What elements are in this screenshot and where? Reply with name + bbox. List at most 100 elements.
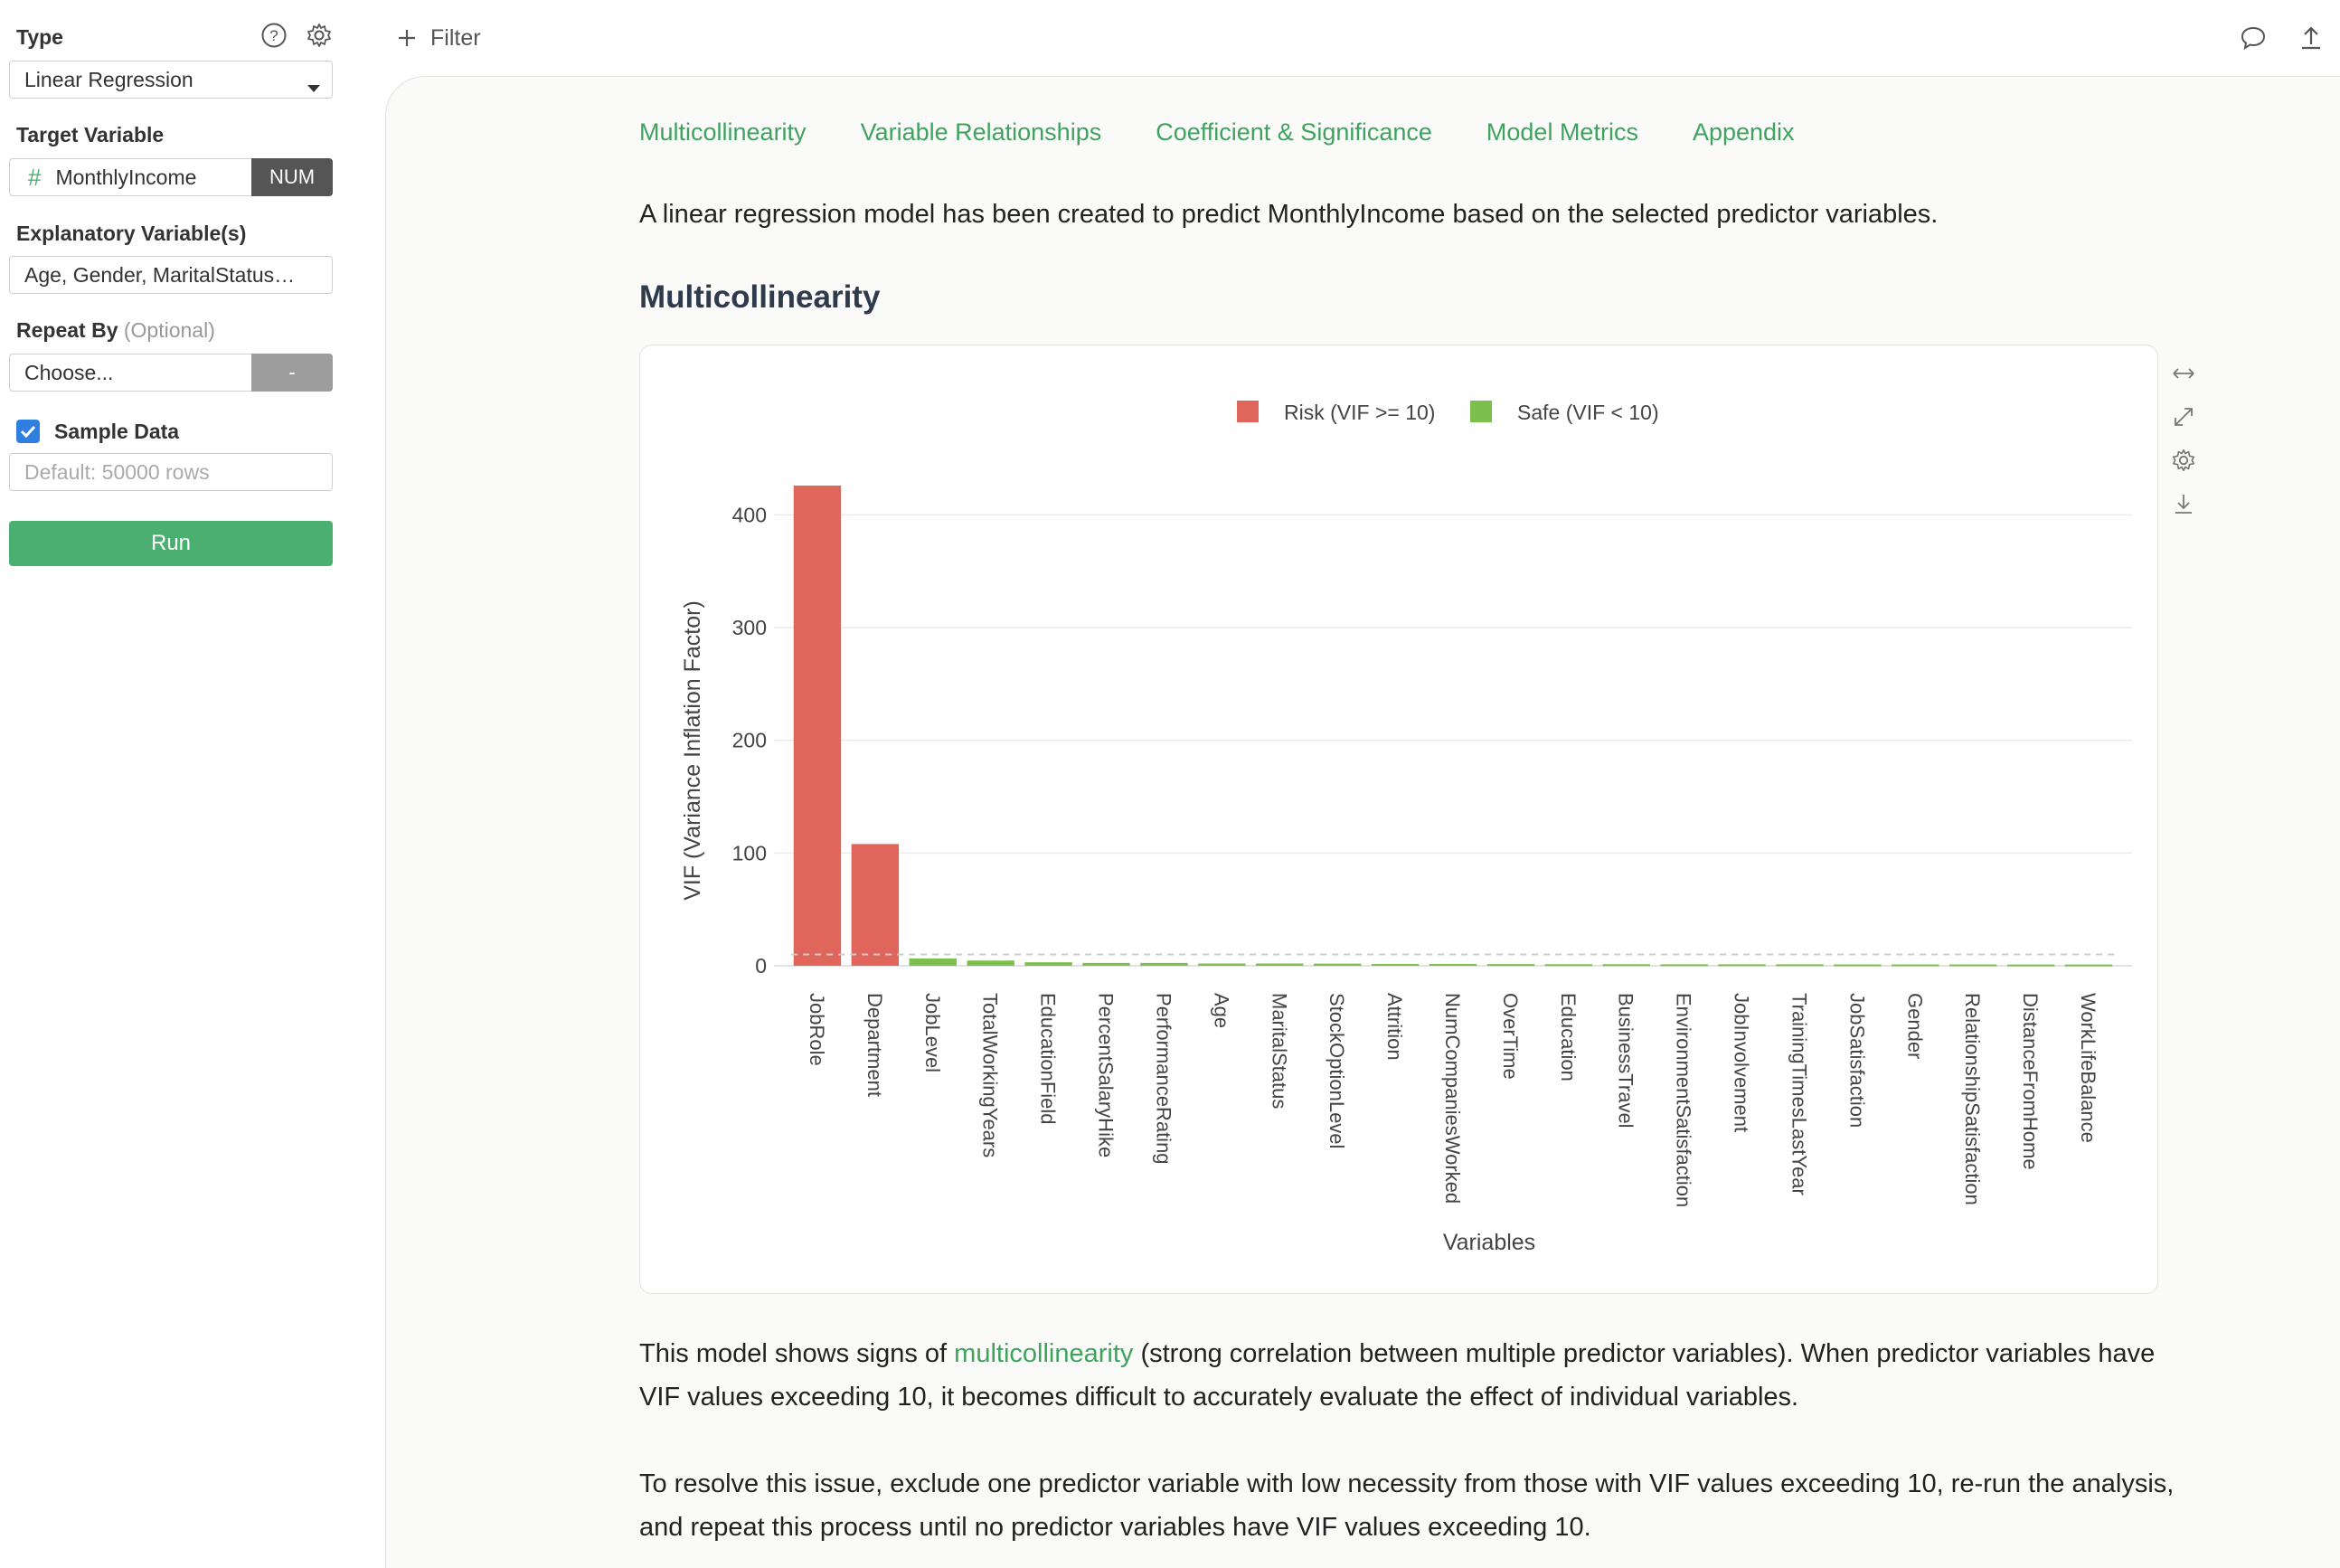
x-tick-label: Department bbox=[863, 993, 886, 1097]
x-tick-label: TotalWorkingYears bbox=[979, 993, 1002, 1157]
target-variable-value: MonthlyIncome bbox=[55, 165, 197, 189]
fit-width-icon[interactable] bbox=[2167, 357, 2200, 390]
repeat-by-select[interactable]: Choose... - bbox=[9, 353, 333, 392]
x-tick-label: JobLevel bbox=[921, 993, 944, 1072]
x-tick-label: Attrition bbox=[1383, 993, 1406, 1061]
bar-jobinvolvement bbox=[1718, 964, 1766, 967]
sample-data-label: Sample Data bbox=[54, 420, 180, 443]
explanatory-variables-select[interactable]: Age, Gender, MaritalStatus… bbox=[9, 256, 333, 294]
x-tick-label: JobRole bbox=[806, 993, 828, 1066]
tab-model-metrics[interactable]: Model Metrics bbox=[1486, 118, 1638, 146]
x-tick-label: Age bbox=[1210, 993, 1232, 1028]
bar-percentsalaryhike bbox=[1082, 962, 1130, 966]
type-select-value: Linear Regression bbox=[24, 67, 193, 91]
x-tick-label: JobSatisfaction bbox=[1845, 993, 1868, 1128]
bar-relationshipsatisfaction bbox=[1949, 964, 1997, 967]
legend-label: Safe (VIF < 10) bbox=[1517, 401, 1659, 424]
x-tick-label: BusinessTravel bbox=[1615, 993, 1637, 1129]
tab-coefficient-significance[interactable]: Coefficient & Significance bbox=[1156, 118, 1432, 146]
tab-appendix[interactable]: Appendix bbox=[1692, 118, 1795, 146]
x-tick-label: JobInvolvement bbox=[1731, 993, 1753, 1132]
sample-data-checkbox[interactable] bbox=[16, 420, 40, 443]
type-select[interactable]: Linear Regression bbox=[9, 61, 333, 99]
x-tick-label: PercentSalaryHike bbox=[1095, 993, 1118, 1157]
bar-businesstravel bbox=[1602, 964, 1650, 967]
x-tick-label: EnvironmentSatisfaction bbox=[1673, 993, 1695, 1207]
bar-jobrole bbox=[793, 485, 842, 966]
x-tick-label: StockOptionLevel bbox=[1326, 993, 1348, 1148]
section-tabs: Multicollinearity Variable Relationships… bbox=[639, 118, 1795, 146]
y-tick-label: 400 bbox=[732, 503, 767, 526]
vif-chart-card: 0 100 200 300 400 JobRole Department JobLevel To… bbox=[639, 345, 2158, 1294]
bar-attrition bbox=[1371, 964, 1420, 967]
bar-joblevel bbox=[909, 958, 957, 966]
intro-text: A linear regression model has been creat… bbox=[639, 200, 1939, 229]
check-icon bbox=[20, 425, 36, 438]
target-type-badge: NUM bbox=[251, 157, 333, 196]
filter-label: Filter bbox=[430, 24, 481, 51]
repeat-by-label-text: Repeat By bbox=[16, 318, 118, 342]
y-tick-label: 100 bbox=[732, 841, 767, 864]
download-icon[interactable] bbox=[2167, 487, 2200, 520]
comment-icon[interactable] bbox=[2235, 20, 2271, 56]
chart-settings-gear-icon[interactable] bbox=[2167, 444, 2200, 477]
bar-education bbox=[1544, 964, 1593, 967]
legend-swatch bbox=[1237, 401, 1259, 422]
x-tick-label: Education bbox=[1557, 993, 1580, 1082]
bar-stockoptionlevel bbox=[1313, 963, 1362, 966]
x-axis-title: Variables bbox=[1443, 1230, 1535, 1255]
export-icon[interactable] bbox=[2293, 20, 2329, 56]
plus-icon bbox=[399, 30, 415, 46]
bar-performancerating bbox=[1140, 962, 1188, 966]
help-icon[interactable]: ? bbox=[259, 20, 289, 51]
bar-totalworkingyears bbox=[967, 960, 1014, 966]
bar-gender bbox=[1892, 964, 1939, 967]
caret-down-icon bbox=[307, 74, 321, 99]
x-tick-label: MaritalStatus bbox=[1268, 993, 1290, 1109]
y-tick-label: 200 bbox=[732, 729, 767, 752]
resolution-paragraph: To resolve this issue, exclude one predi… bbox=[639, 1469, 2175, 1542]
sample-rows-placeholder: Default: 50000 rows bbox=[24, 459, 210, 484]
bar-worklifebalance bbox=[2064, 964, 2113, 967]
run-button[interactable]: Run bbox=[9, 521, 333, 566]
repeat-by-clear-button[interactable]: - bbox=[251, 353, 333, 392]
expand-icon[interactable] bbox=[2167, 401, 2200, 433]
x-tick-label: EducationField bbox=[1037, 993, 1060, 1125]
y-axis-title: VIF (Variance Inflation Factor) bbox=[680, 600, 705, 901]
section-title: Multicollinearity bbox=[639, 279, 881, 315]
tab-variable-relationships[interactable]: Variable Relationships bbox=[860, 118, 1102, 146]
multicollinearity-paragraph: This model shows signs of multicollinear… bbox=[639, 1332, 2176, 1419]
legend-label: Risk (VIF >= 10) bbox=[1284, 401, 1435, 424]
gear-icon[interactable] bbox=[304, 20, 335, 51]
filter-button[interactable]: Filter bbox=[396, 20, 481, 56]
tab-multicollinearity[interactable]: Multicollinearity bbox=[639, 118, 807, 146]
multicollinearity-link[interactable]: multicollinearity bbox=[954, 1339, 1134, 1368]
sidebar: Type ? Linear Regression Target Variable… bbox=[0, 0, 351, 1568]
x-tick-label: OverTime bbox=[1499, 993, 1522, 1080]
bar-numcompaniesworked bbox=[1429, 964, 1477, 967]
repeat-by-placeholder: Choose... bbox=[24, 360, 114, 384]
para1-after: (strong correlation between multiple pre… bbox=[639, 1339, 2156, 1412]
y-tick-label: 0 bbox=[755, 954, 767, 978]
x-tick-label: WorkLifeBalance bbox=[2077, 993, 2099, 1143]
bar-maritalstatus bbox=[1256, 963, 1304, 966]
x-tick-label: NumCompaniesWorked bbox=[1441, 993, 1464, 1204]
x-tick-label: DistanceFromHome bbox=[2019, 993, 2042, 1170]
bar-department bbox=[851, 844, 900, 966]
bar-overtime bbox=[1486, 964, 1535, 967]
x-tick-label: Gender bbox=[1903, 993, 1926, 1059]
sample-rows-input[interactable]: Default: 50000 rows bbox=[9, 453, 333, 491]
explanatory-variables-label: Explanatory Variable(s) bbox=[16, 222, 247, 245]
y-tick-label: 300 bbox=[732, 616, 767, 639]
repeat-by-optional: (Optional) bbox=[123, 318, 215, 342]
repeat-by-label: Repeat By (Optional) bbox=[16, 318, 215, 343]
legend-swatch bbox=[1470, 401, 1492, 422]
bar-distancefromhome bbox=[2006, 964, 2055, 967]
bar-age bbox=[1198, 963, 1246, 966]
bar-jobsatisfaction bbox=[1834, 964, 1882, 967]
type-label: Type bbox=[16, 25, 63, 49]
target-variable-select[interactable]: # MonthlyIncome NUM bbox=[9, 157, 333, 196]
explanatory-variables-value: Age, Gender, MaritalStatus… bbox=[24, 262, 296, 287]
x-tick-label: PerformanceRating bbox=[1152, 993, 1175, 1165]
main-panel: Multicollinearity Variable Relationships… bbox=[385, 76, 2340, 1568]
